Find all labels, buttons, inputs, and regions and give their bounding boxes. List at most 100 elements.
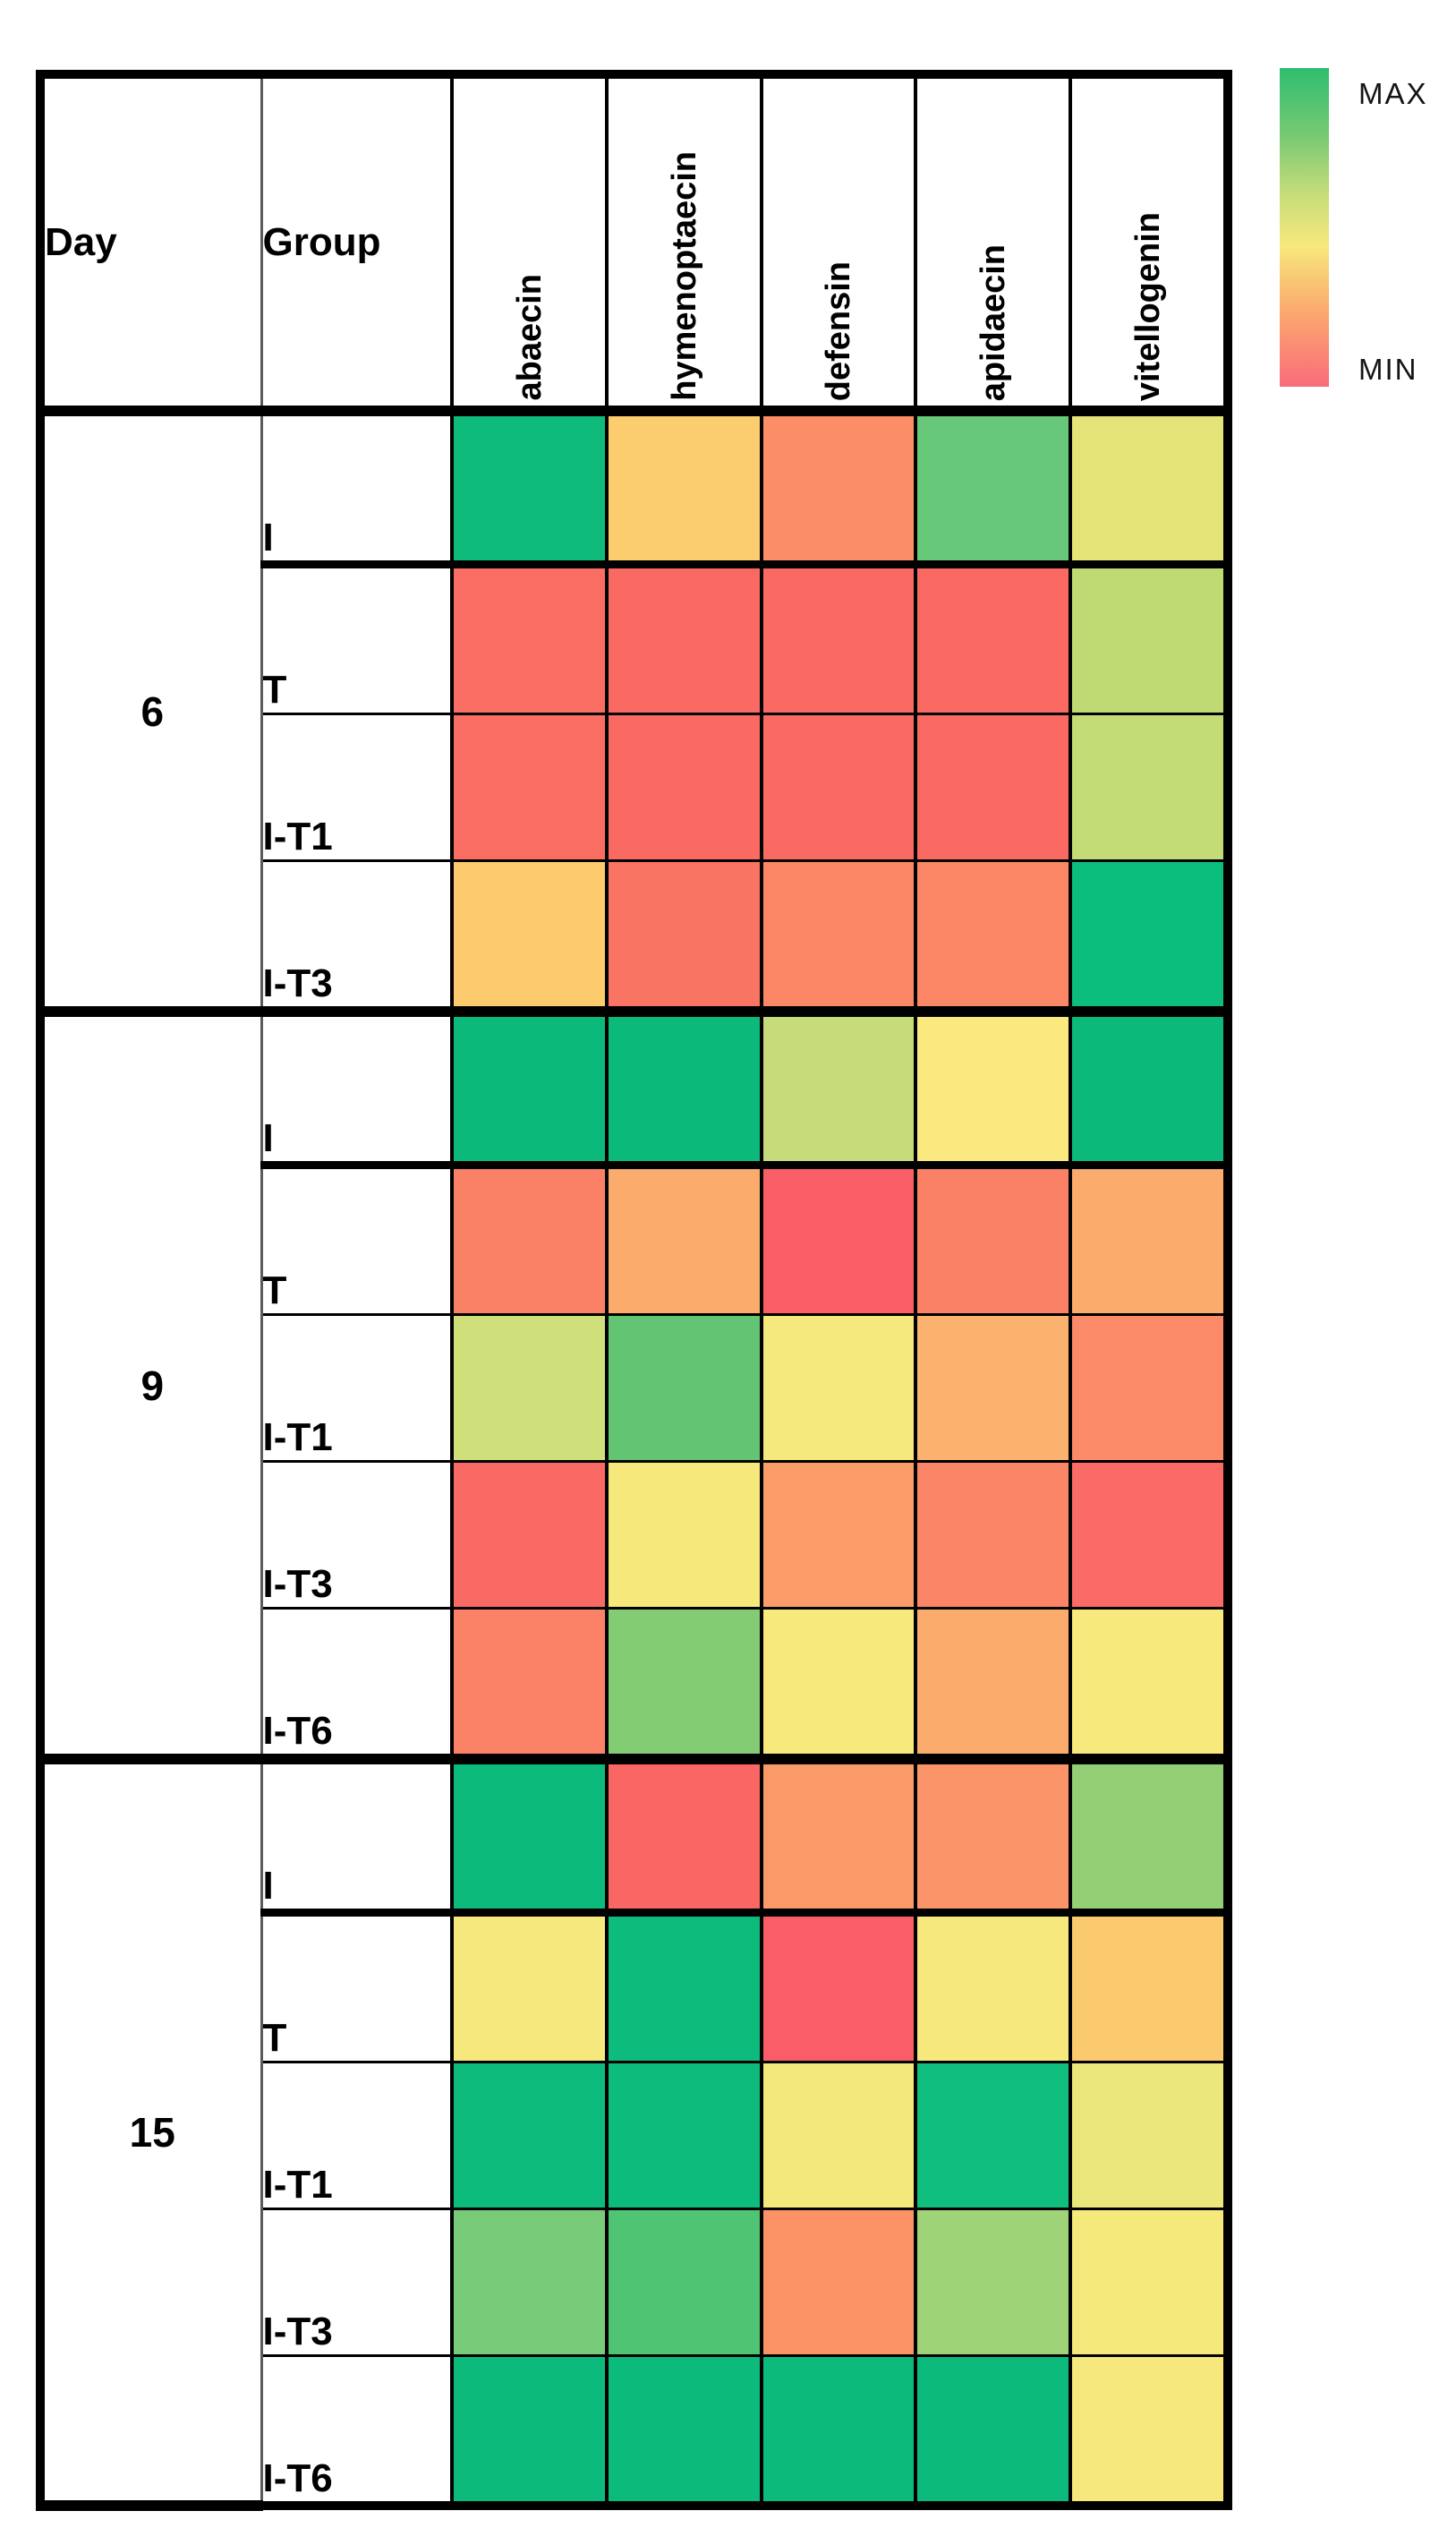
group-label-cell: T <box>261 564 454 715</box>
heatmap-cell-vitellogenin <box>1069 2355 1230 2506</box>
group-label-cell: T <box>261 1912 454 2063</box>
group-label-cell: I <box>261 1759 454 1917</box>
heatmap-cell-abaecin <box>450 1608 609 1764</box>
column-header-hymenoptaecin: hymenoptaecin <box>605 74 763 416</box>
heatmap-cell-apidaecin <box>914 1912 1072 2063</box>
table-row: 15 I <box>40 1759 1230 2511</box>
heatmap-cell-apidaecin <box>914 1314 1072 1463</box>
table-row: I-T3 <box>40 860 1230 1017</box>
group-label-cell: I-T1 <box>261 713 454 862</box>
heatmap-cell-vitellogenin <box>1069 1912 1230 2063</box>
group-label-cell: I-T3 <box>261 1461 454 1610</box>
heatmap-table: Day Group abaecin hymenoptaecin defensin ap… <box>36 70 1232 2511</box>
heatmap-cell-hymenoptaecin <box>605 411 763 568</box>
heatmap-cell-apidaecin <box>914 2208 1072 2357</box>
heatmap-cell-abaecin <box>450 1165 609 1316</box>
heatmap-cell-vitellogenin <box>1069 860 1230 1017</box>
heatmap-cell-defensin <box>760 1012 917 1169</box>
heatmap-cell-vitellogenin <box>1069 1461 1230 1610</box>
heatmap-cell-hymenoptaecin <box>605 1012 763 1169</box>
group-label-cell: I-T6 <box>261 2355 454 2506</box>
heatmap-cell-abaecin <box>450 2208 609 2357</box>
day-cell: 9 <box>40 1012 263 1764</box>
group-label-cell: I-T3 <box>261 2208 454 2357</box>
heatmap-cell-defensin <box>760 1759 917 1917</box>
heatmap-cell-defensin <box>760 2062 917 2210</box>
heatmap-cell-abaecin <box>450 860 609 1017</box>
table-row: I-T1 <box>40 2062 1230 2210</box>
heatmap-cell-defensin <box>760 1608 917 1764</box>
heatmap-cell-hymenoptaecin <box>605 713 763 862</box>
heatmap-cell-defensin <box>760 713 917 862</box>
heatmap-cell-apidaecin <box>914 2062 1072 2210</box>
heatmap-cell-abaecin <box>450 1759 609 1917</box>
heatmap-cell-defensin <box>760 411 917 568</box>
heatmap-cell-vitellogenin <box>1069 1608 1230 1764</box>
heatmap-cell-vitellogenin <box>1069 1314 1230 1463</box>
column-header-day: Day <box>40 74 263 416</box>
column-header-defensin: defensin <box>760 74 917 416</box>
legend-gradient-bar <box>1280 68 1329 387</box>
group-label-cell: I-T1 <box>261 2062 454 2210</box>
heatmap-cell-abaecin <box>450 564 609 715</box>
gene-label: abaecin <box>510 274 549 401</box>
table-row: I-T1 <box>40 713 1230 862</box>
table-row: I-T3 <box>40 2208 1230 2357</box>
group-label-cell: T <box>261 1165 454 1316</box>
header-row: Day Group abaecin hymenoptaecin defensin ap… <box>40 74 1230 416</box>
table-row: I-T6 <box>40 1608 1230 1764</box>
heatmap-cell-apidaecin <box>914 1165 1072 1316</box>
legend-min-label: MIN <box>1358 353 1418 386</box>
heatmap-cell-hymenoptaecin <box>605 1165 763 1316</box>
heatmap-body: 6 I T I-T1 I-T3 9 I T I-T1 I-T3 I-T6 15 I T I-T1 I-T3 I-… <box>40 411 1230 2511</box>
group-label-cell: I <box>261 1012 454 1169</box>
heatmap-cell-abaecin <box>450 1314 609 1463</box>
column-header-abaecin: abaecin <box>450 74 609 416</box>
heatmap-cell-vitellogenin <box>1069 2062 1230 2210</box>
table-row: I-T1 <box>40 1314 1230 1463</box>
heatmap-cell-hymenoptaecin <box>605 2208 763 2357</box>
column-header-group: Group <box>261 74 454 416</box>
heatmap-cell-defensin <box>760 860 917 1017</box>
heatmap-cell-hymenoptaecin <box>605 2355 763 2506</box>
heatmap-cell-abaecin <box>450 1461 609 1610</box>
heatmap-cell-apidaecin <box>914 860 1072 1017</box>
table-row: T <box>40 1912 1230 2063</box>
group-label-cell: I-T1 <box>261 1314 454 1463</box>
heatmap-cell-hymenoptaecin <box>605 1759 763 1917</box>
heatmap-cell-hymenoptaecin <box>605 564 763 715</box>
heatmap-cell-vitellogenin <box>1069 713 1230 862</box>
column-header-apidaecin: apidaecin <box>914 74 1072 416</box>
heatmap-cell-apidaecin <box>914 1759 1072 1917</box>
table-row: I-T3 <box>40 1461 1230 1610</box>
heatmap-cell-defensin <box>760 1314 917 1463</box>
heatmap-cell-apidaecin <box>914 1461 1072 1610</box>
heatmap-cell-apidaecin <box>914 1608 1072 1764</box>
heatmap-cell-defensin <box>760 1912 917 2063</box>
column-header-vitellogenin: vitellogenin <box>1069 74 1230 416</box>
heatmap-cell-apidaecin <box>914 713 1072 862</box>
heatmap-cell-defensin <box>760 2208 917 2357</box>
gene-label: apidaecin <box>974 243 1012 401</box>
table-row: T <box>40 564 1230 715</box>
heatmap-cell-hymenoptaecin <box>605 1314 763 1463</box>
heatmap-cell-abaecin <box>450 1912 609 2063</box>
gene-label: vitellogenin <box>1128 211 1167 401</box>
heatmap-cell-vitellogenin <box>1069 564 1230 715</box>
heatmap-cell-defensin <box>760 1461 917 1610</box>
heatmap-cell-defensin <box>760 2355 917 2506</box>
heatmap-cell-hymenoptaecin <box>605 860 763 1017</box>
heatmap-cell-hymenoptaecin <box>605 1461 763 1610</box>
gene-label: hymenoptaecin <box>665 151 703 401</box>
heatmap-cell-apidaecin <box>914 411 1072 568</box>
table-row: I-T6 <box>40 2355 1230 2506</box>
heatmap-cell-apidaecin <box>914 1012 1072 1169</box>
heatmap-cell-defensin <box>760 1165 917 1316</box>
day-cell: 15 <box>40 1759 263 2511</box>
heatmap-cell-vitellogenin <box>1069 411 1230 568</box>
heatmap-cell-vitellogenin <box>1069 1759 1230 1917</box>
heatmap-cell-abaecin <box>450 713 609 862</box>
heatmap-cell-apidaecin <box>914 564 1072 715</box>
